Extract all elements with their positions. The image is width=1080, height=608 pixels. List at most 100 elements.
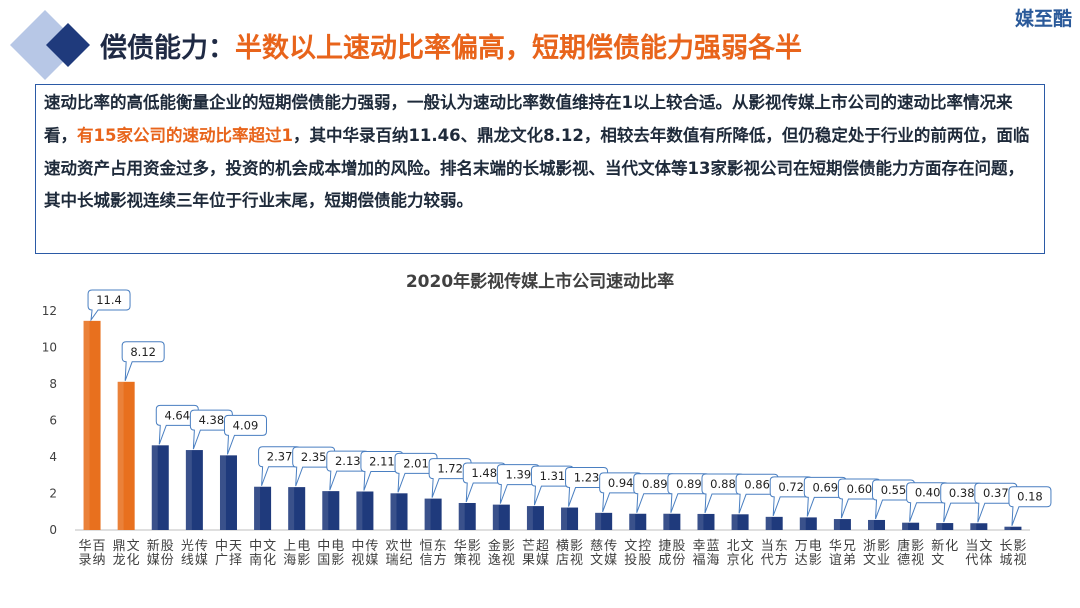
bar-shine — [83, 320, 90, 530]
data-label: 0.55 — [881, 483, 907, 497]
x-tick-char: 传 — [604, 539, 617, 554]
data-label: 8.12 — [130, 345, 156, 359]
y-tick-label: 2 — [49, 487, 57, 501]
bar-shine — [595, 512, 602, 530]
x-tick-char: 体 — [979, 553, 992, 568]
x-tick-char: 视 — [911, 553, 924, 568]
x-tick-char: 华 — [79, 539, 92, 554]
bar-shine — [254, 486, 261, 530]
x-tick-char: 中 — [317, 539, 330, 554]
x-tick-char: 海 — [706, 553, 719, 568]
x-tick-char: 慈 — [590, 539, 603, 554]
x-tick-char: 唐 — [897, 538, 910, 554]
x-tick-char: 店 — [556, 553, 569, 568]
x-tick-char: 芒 — [522, 538, 535, 554]
x-tick-char: 影 — [331, 553, 344, 568]
x-tick-char: 方 — [434, 552, 447, 568]
x-tick-char: 超 — [536, 539, 549, 554]
x-tick-char: 文 — [979, 539, 992, 554]
bar-shine — [390, 493, 397, 530]
x-tick-char: 择 — [229, 553, 242, 568]
y-tick-label: 8 — [49, 377, 57, 391]
x-tick-char: 媒 — [536, 553, 549, 568]
x-tick-char: 媒 — [604, 553, 617, 568]
bar-shine — [902, 522, 909, 530]
bar-shine — [731, 514, 738, 530]
x-tick-char: 海 — [283, 553, 296, 568]
data-label: 0.88 — [710, 477, 736, 491]
x-tick-char: 文 — [263, 539, 276, 554]
x-tick-char: 光 — [181, 539, 194, 554]
x-tick-char: 纪 — [400, 553, 413, 568]
x-tick-char: 业 — [877, 553, 890, 568]
x-tick-char: 南 — [249, 552, 262, 568]
data-label: 4.38 — [199, 413, 225, 427]
data-label: 2.01 — [403, 456, 429, 470]
data-label: 1.31 — [540, 469, 566, 483]
x-tick-char: 媒 — [365, 553, 378, 568]
bar — [424, 498, 442, 530]
bar-shine — [970, 523, 977, 530]
x-tick-char: 长 — [999, 539, 1012, 554]
x-tick-char: 影 — [297, 553, 310, 568]
bar-shine — [458, 502, 465, 530]
bar — [595, 512, 613, 530]
bar-shine — [799, 517, 806, 530]
x-tick-char: 福 — [692, 553, 705, 568]
x-tick-char: 代 — [761, 553, 774, 568]
x-tick-char: 中 — [215, 539, 228, 554]
x-tick-char: 捷 — [658, 539, 671, 554]
y-tick-label: 6 — [49, 414, 57, 428]
bar — [390, 493, 408, 530]
bar-shine — [185, 450, 192, 530]
bar-shine — [151, 445, 158, 530]
x-tick-char: 东 — [434, 539, 447, 554]
bar — [219, 455, 237, 530]
x-tick-char: 媒 — [147, 553, 160, 568]
x-tick-char: 国 — [317, 553, 330, 568]
x-tick-char: 幸 — [692, 539, 705, 554]
page-title: 偿债能力：半数以上速动比率偏高，短期偿债能力强弱各半 — [100, 26, 802, 65]
data-label: 0.60 — [847, 482, 873, 496]
data-label: 0.38 — [949, 486, 975, 500]
x-tick-char: 文 — [741, 539, 754, 554]
x-tick-label: 当代文体 — [965, 539, 992, 568]
bar — [1004, 526, 1022, 530]
bar-shine — [561, 507, 568, 530]
x-tick-char: 华 — [454, 539, 467, 554]
bar — [561, 507, 579, 530]
data-label: 0.72 — [778, 480, 804, 494]
bar-shine — [765, 516, 772, 530]
bar-shine — [526, 506, 533, 530]
bar — [185, 450, 203, 530]
bar — [492, 504, 510, 530]
x-tick-char: 新 — [931, 538, 944, 554]
bar — [458, 502, 476, 530]
x-tick-char: 鼎 — [113, 539, 126, 554]
x-tick-char: 化 — [945, 539, 958, 554]
x-tick-char: 影 — [877, 539, 890, 554]
x-tick-char: 文 — [863, 553, 876, 568]
x-tick-char: 欢 — [386, 539, 399, 554]
bar — [117, 381, 135, 530]
x-tick-char: 北 — [727, 539, 740, 554]
x-tick-char: 股 — [161, 539, 174, 554]
data-label: 11.4 — [96, 293, 122, 307]
x-tick-label: 新文化 — [931, 538, 958, 568]
x-tick-char: 纳 — [93, 553, 106, 568]
summary-highlight: 有15家公司的速动比率超过1 — [77, 125, 293, 145]
bar-shine — [868, 519, 874, 530]
data-label-callout — [1008, 486, 1052, 526]
